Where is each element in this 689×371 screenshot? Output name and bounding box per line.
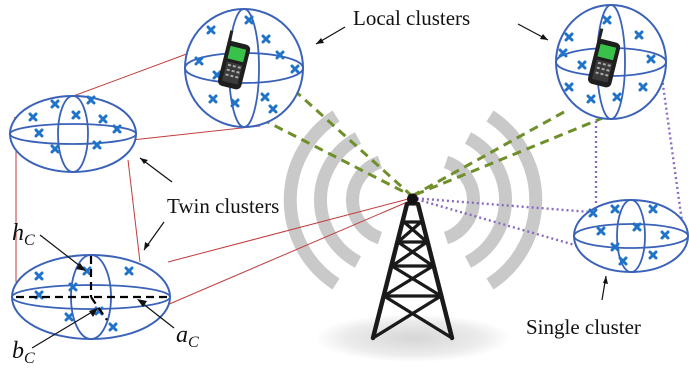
a-c-symbol: aC [176,322,199,351]
twin-cluster-top [9,95,137,173]
cluster-axes [16,256,170,321]
mobile-phone-icon [587,28,621,88]
tower-ground-shadow [315,314,511,362]
h-c-symbol: hC [12,220,35,249]
single-cluster-label: Single cluster [526,315,641,339]
mobile-phone-icon [217,30,251,90]
twin-cluster-bottom [11,254,171,340]
local-cluster-right [555,4,667,120]
single-cluster [573,199,689,273]
single-cluster-links [411,77,686,252]
local-cluster-left [184,8,304,128]
b-c-symbol: bC [12,338,35,367]
local-clusters-label: Local clusters [353,6,470,30]
local-cluster-links [247,88,633,198]
label-arrows [31,23,608,349]
twin-clusters-label: Twin clusters [167,194,279,218]
radio-waves [283,110,543,290]
base-station-tower-icon [370,193,455,341]
